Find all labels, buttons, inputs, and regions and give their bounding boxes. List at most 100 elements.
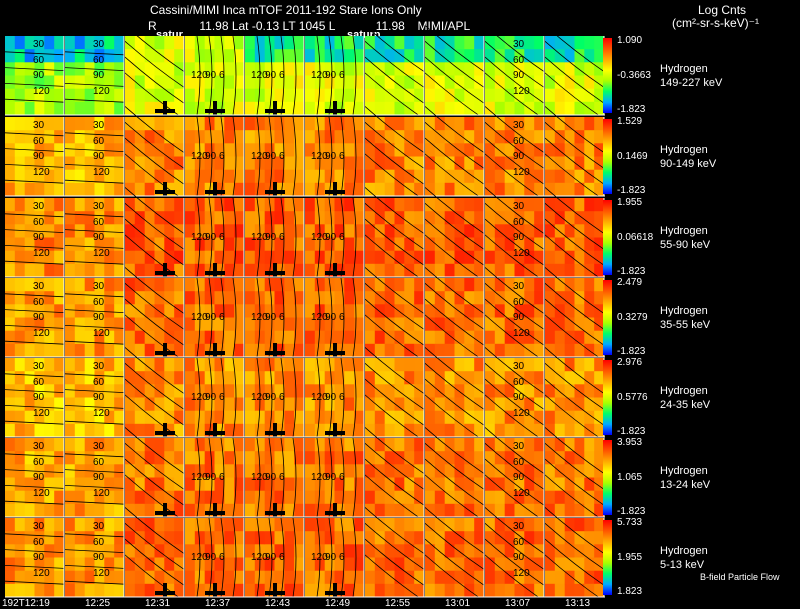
heatmap-cell <box>365 169 376 184</box>
heatmap-cell <box>65 570 76 585</box>
pitch-angle-tick: 60 <box>513 216 525 228</box>
heatmap-cell <box>354 101 365 116</box>
heatmap-cell <box>164 410 175 425</box>
heatmap-cell <box>234 410 245 425</box>
heatmap-cell <box>134 438 145 452</box>
pitch-angle-contour <box>64 179 125 184</box>
heatmap-cell <box>65 237 76 252</box>
pitch-angle-contour <box>316 517 321 598</box>
pitch-angle-tick: 90 <box>265 69 277 81</box>
pitch-angle-contour <box>64 51 125 56</box>
heatmap-cell <box>294 143 305 157</box>
heatmap-cell <box>114 570 125 585</box>
heatmap-cell <box>5 278 16 292</box>
heatmap-cell <box>365 358 376 372</box>
heatmap-cell <box>594 182 605 197</box>
heatmap-cell <box>404 477 415 492</box>
heatmap-cell <box>354 343 365 358</box>
heatmap-cell <box>14 117 25 131</box>
pitch-angle-contour <box>316 357 321 438</box>
heatmap-cell <box>365 49 376 63</box>
heatmap-cell <box>24 490 35 505</box>
heatmap-cell <box>284 36 295 50</box>
heatmap-cell <box>94 358 105 372</box>
pitch-angle-contour <box>340 277 345 358</box>
heatmap-cell <box>334 263 345 278</box>
heatmap-cell <box>44 358 55 372</box>
heatmap-cell <box>324 397 335 412</box>
heatmap-cell <box>365 291 376 305</box>
heatmap-cell <box>44 156 55 171</box>
heatmap-cell <box>74 531 85 545</box>
heatmap-cell <box>234 224 245 238</box>
heatmap-cell <box>294 317 305 332</box>
pitch-angle-tick: 6 <box>339 391 345 403</box>
pitch-angle-contour <box>4 179 65 184</box>
heatmap-cell <box>154 130 165 144</box>
heatmap-cell <box>54 518 65 532</box>
pitch-angle-tick: 6 <box>339 69 345 81</box>
heatmap-cell <box>245 531 256 545</box>
heatmap-cell <box>314 358 325 372</box>
pitch-angle-contour <box>424 442 485 490</box>
heatmap-cell <box>564 384 575 398</box>
heatmap-cell <box>454 62 465 76</box>
heatmap-cell <box>194 36 205 50</box>
heatmap-cell <box>514 263 525 278</box>
heatmap-cell <box>164 317 175 332</box>
heatmap-cell <box>234 371 245 385</box>
heatmap-cell <box>454 397 465 412</box>
heatmap-cell <box>154 518 165 532</box>
heatmap-cell <box>185 544 196 558</box>
heatmap-cell <box>444 410 455 425</box>
heatmap-cell <box>24 518 35 532</box>
pitch-angle-contour <box>4 325 65 329</box>
heatmap-cell <box>125 62 136 76</box>
heatmap-cell <box>125 518 136 532</box>
heatmap-cell <box>14 570 25 585</box>
heatmap-cell <box>464 169 475 184</box>
heatmap-cell <box>374 423 385 438</box>
heatmap-cell <box>84 211 95 225</box>
heatmap-cell <box>125 410 136 425</box>
heatmap-cell <box>474 557 485 572</box>
heatmap-cell <box>574 410 585 425</box>
heatmap-cell <box>425 531 436 545</box>
heatmap-cell <box>274 570 285 585</box>
pitch-angle-contour <box>64 485 125 489</box>
pitch-angle-tick: 120 <box>311 150 328 162</box>
heatmap-cell <box>264 317 275 332</box>
pitch-angle-tick: 90 <box>93 151 105 163</box>
heatmap-cell <box>594 343 605 358</box>
heatmap-cell <box>584 410 595 425</box>
heatmap-cell <box>234 250 245 265</box>
heatmap-cell <box>534 62 545 76</box>
heatmap-cell <box>154 438 165 452</box>
heatmap-cell <box>324 410 335 425</box>
heatmap-cell <box>194 117 205 131</box>
heatmap-cell <box>144 211 155 225</box>
heatmap-cell <box>425 570 436 585</box>
heatmap-cell <box>284 224 295 238</box>
heatmap-cell <box>94 397 105 412</box>
heatmap-cell <box>144 490 155 505</box>
heatmap-cell <box>5 263 16 278</box>
heatmap-cell <box>24 263 35 278</box>
heatmap-cell <box>374 75 385 90</box>
heatmap-cell <box>564 169 575 184</box>
heatmap-cell <box>354 423 365 438</box>
heatmap-cell <box>204 75 215 90</box>
heatmap-cell <box>344 384 355 398</box>
pitch-angle-tick: 120 <box>513 568 530 580</box>
heatmap-cell <box>425 291 436 305</box>
heatmap-cell <box>104 62 115 76</box>
pitch-angle-contour <box>220 517 225 598</box>
heatmap-cell <box>414 477 425 492</box>
heatmap-cell <box>474 49 485 63</box>
heatmap-cell <box>254 36 265 50</box>
heatmap-cell <box>344 397 355 412</box>
heatmap-cell <box>414 156 425 171</box>
heatmap-cell <box>245 384 256 398</box>
heatmap-cell <box>354 317 365 332</box>
heatmap-cell <box>384 358 395 372</box>
